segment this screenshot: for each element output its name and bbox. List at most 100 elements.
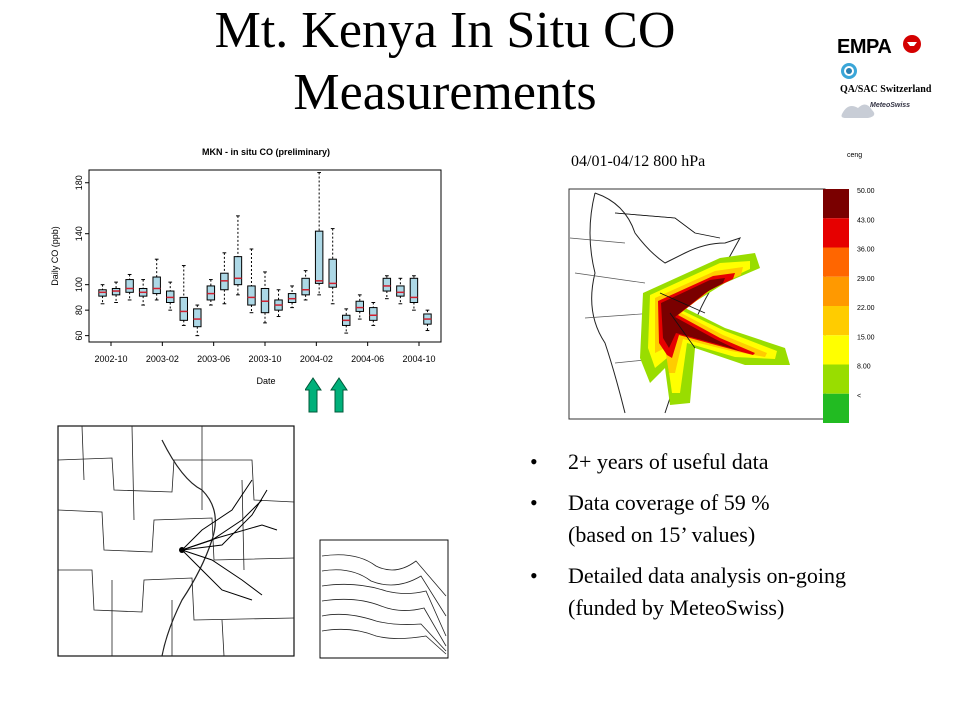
qa-sac-logo-icon: [841, 63, 857, 79]
bullet-item: • 2+ years of useful data: [530, 446, 950, 478]
y-tick-label: 100: [74, 277, 84, 292]
legend-tick-label: 15.00: [857, 334, 875, 341]
legend-color-swatch: [823, 247, 849, 277]
y-tick-label: 60: [74, 331, 84, 341]
x-tick-label: 2004-06: [351, 354, 384, 364]
bullet-text: (funded by MeteoSwiss): [568, 595, 785, 620]
map-label: 04/01-04/12 800 hPa: [571, 153, 706, 170]
box-body: [396, 285, 405, 297]
box-body: [152, 276, 161, 295]
box-plot-box: [179, 265, 188, 326]
x-tick-label: 2003-10: [248, 354, 281, 364]
box-plot-box: [382, 275, 392, 300]
empa-logo-icon: [903, 35, 921, 53]
box-body: [193, 308, 202, 328]
box-plot-box: [301, 270, 310, 301]
box-plot-box: [423, 309, 432, 332]
legend-tick-label: 22.00: [857, 305, 875, 312]
y-axis-label: Daily CO (ppb): [50, 226, 60, 286]
box-body: [301, 277, 310, 296]
legend-tick-label: 43.00: [857, 217, 875, 224]
box-plot-box: [314, 172, 324, 296]
box-plot-box: [396, 277, 405, 305]
box-plot-box: [328, 228, 337, 305]
bullet-text: Detailed data analysis on-going: [568, 563, 846, 588]
legend-color-swatch: [823, 335, 849, 365]
vertical-profile-chart: [319, 539, 449, 659]
up-arrow-icon: [330, 377, 348, 413]
co-boxplot-chart: MKN - in situ CO (preliminary) Daily CO …: [50, 147, 442, 386]
chart-title: MKN - in situ CO (preliminary): [202, 147, 330, 157]
y-tick-label: 140: [74, 226, 84, 241]
up-arrow-icon: [305, 377, 322, 413]
legend-color-swatch: [823, 364, 849, 394]
legend-color-swatch: [823, 306, 849, 336]
box-plot-box: [247, 248, 256, 314]
slide-title-line2: Measurements: [293, 64, 597, 121]
legend-color-swatch: [823, 218, 849, 248]
map-graphic: [568, 188, 826, 420]
box-body: [409, 277, 419, 304]
box-plot-box: [233, 215, 243, 296]
meteoswiss-logo-icon: [841, 104, 875, 118]
logo-group: EMPA QA/SAC Switzerland MeteoSwiss: [832, 30, 952, 130]
map-legend: ceng 50.00 43.00 36.00 29.00 22.00 15.00 8.00 <: [823, 152, 875, 423]
y-tick-label: 80: [74, 305, 84, 315]
box-plot-box: [206, 279, 216, 306]
box-body: [233, 256, 243, 286]
box-body: [328, 258, 337, 288]
box-body: [247, 285, 256, 306]
box-plot-box: [125, 273, 134, 301]
legend-tick-label: 29.00: [857, 276, 875, 283]
x-axis-label: Date: [256, 376, 275, 386]
qa-sac-logo-text: QA/SAC Switzerland: [840, 84, 932, 95]
slide-title: Mt. Kenya In Situ CO Measurements: [150, 0, 740, 124]
bullet-text: Data coverage of 59 %: [568, 490, 770, 515]
box-plot-box: [409, 275, 419, 311]
box-plot-box: [166, 281, 175, 311]
x-tick-label: 2004-02: [300, 354, 333, 364]
box-plot-box: [369, 302, 378, 326]
box-plot-box: [98, 284, 107, 305]
box-plot-box: [152, 258, 161, 301]
legend-tick-label: <: [857, 393, 861, 400]
box-plot-box: [287, 285, 297, 309]
empa-logo-text: EMPA: [837, 36, 892, 58]
bullet-item: • Data coverage of 59 % (based on 15’ valu…: [530, 487, 950, 551]
chart-frame: [88, 169, 442, 343]
box-body: [369, 307, 378, 321]
box-plot-box: [274, 289, 283, 318]
box-body: [355, 300, 364, 312]
x-tick-label: 2002-10: [94, 354, 127, 364]
trajectory-map: [57, 425, 295, 657]
highlight-arrows: [305, 377, 348, 413]
bullet-symbol: •: [530, 563, 538, 588]
bullet-text: 2+ years of useful data: [568, 449, 769, 474]
box-plot-box: [193, 304, 202, 337]
key-points-list: • 2+ years of useful data • Data coverage o…: [530, 446, 950, 633]
legend-tick-label: 50.00: [857, 188, 875, 195]
legend-color-swatch: [823, 189, 849, 219]
box-plot-box: [220, 252, 229, 305]
box-body: [179, 296, 188, 321]
bullet-item: • Detailed data analysis on-going (funded …: [530, 560, 950, 624]
slide-title-line1: Mt. Kenya In Situ CO: [214, 2, 676, 59]
bullet-text: (based on 15’ values): [568, 522, 756, 547]
x-tick-label: 2004-10: [402, 354, 435, 364]
x-tick-label: 2003-06: [197, 354, 230, 364]
box-plot-box: [111, 281, 121, 304]
legend-header-text: ceng: [847, 152, 862, 159]
box-plot-box: [355, 294, 364, 320]
y-tick-label: 180: [74, 175, 84, 190]
x-tick-label: 2003-02: [146, 354, 179, 364]
box-plot-box: [138, 279, 148, 306]
bullet-symbol: •: [530, 490, 538, 515]
box-plot-box: [342, 308, 351, 334]
legend-color-swatch: [823, 276, 849, 306]
box-plot-box: [260, 271, 270, 324]
box-body: [382, 277, 392, 292]
meteoswiss-logo-text: MeteoSwiss: [870, 102, 911, 109]
bullet-symbol: •: [530, 449, 538, 474]
co-origin-map: ceng 50.00 43.00 36.00 29.00 22.00 15.00 8.00 <: [555, 143, 887, 431]
legend-color-swatch: [823, 393, 849, 423]
